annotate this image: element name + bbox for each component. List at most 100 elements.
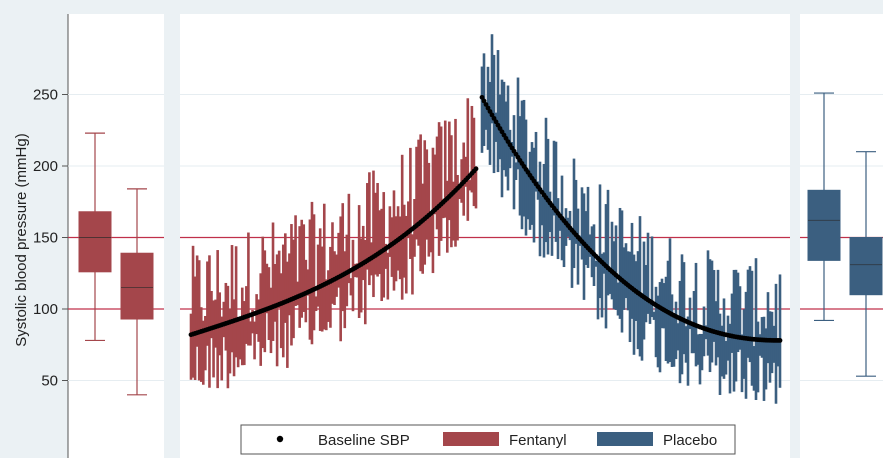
range-bar-placebo [496,50,500,173]
range-bar-placebo [540,195,544,226]
range-bar-placebo [588,234,592,257]
range-bar-placebo [694,262,698,367]
range-bar-fentanyl [271,222,275,341]
range-bar-fentanyl [351,239,355,312]
range-bar-fentanyl [423,140,427,265]
range-bar-placebo [620,210,624,333]
range-bar-placebo [614,225,618,310]
range-bar-placebo [480,66,484,153]
range-bar-placebo [524,119,528,236]
range-bar-placebo [580,187,584,260]
range-bar-placebo [584,211,588,265]
range-bar-placebo [574,179,578,244]
range-bar-placebo [680,254,684,375]
range-bar-fentanyl [189,313,193,380]
range-bar-fentanyl [251,309,254,334]
range-bar-fentanyl [415,146,418,240]
range-bar-fentanyl [316,244,320,307]
range-bar-fentanyl [193,276,197,381]
range-bar-placebo [558,216,562,231]
range-bar-fentanyl [199,307,203,382]
baseline-dot [485,105,491,111]
range-bar-fentanyl [226,285,230,389]
range-bar-fentanyl [249,321,252,346]
box-plot-left-1 [78,132,112,342]
legend-placebo-swatch [597,432,653,446]
range-bar-fentanyl [337,232,340,288]
range-bar-placebo [530,142,534,225]
range-bar-placebo [746,269,750,358]
range-bar-placebo [750,270,754,386]
range-bar-placebo [662,283,666,329]
range-bar-fentanyl [253,321,256,360]
range-bar-fentanyl [468,180,472,191]
baseline-dot [479,94,485,100]
range-bar-fentanyl [474,166,478,209]
range-bar-placebo [752,346,756,391]
range-bar-fentanyl [243,301,246,366]
range-bar-fentanyl [380,208,383,302]
legend: Baseline SBP Fentanyl Placebo [240,424,736,455]
range-bar-fentanyl [398,216,402,280]
range-bar-fentanyl [277,250,281,309]
range-bar-placebo [562,222,566,268]
legend-fentanyl-swatch [443,432,499,446]
range-bar-fentanyl [439,126,443,241]
range-bar-placebo [484,102,488,130]
range-bar-placebo [712,270,716,342]
range-bar-fentanyl [335,254,338,297]
range-bar-placebo [772,325,776,363]
range-bar-fentanyl [228,308,232,374]
range-bar-fentanyl [206,261,209,346]
range-bar-placebo [740,334,744,393]
range-bar-fentanyl [425,149,429,240]
range-bar-placebo [534,131,538,192]
baseline-dot [473,166,479,172]
range-bar-placebo [608,270,612,294]
range-bar-placebo [624,243,628,299]
range-bar-fentanyl [294,215,297,306]
range-bar-fentanyl [224,282,228,351]
range-bar-fentanyl [407,201,410,238]
range-bar-fentanyl [349,278,353,296]
range-bar-placebo [690,322,694,354]
range-bar-fentanyl [376,183,379,277]
range-bar-fentanyl [279,273,283,349]
box-iqr [120,252,154,320]
range-bar-placebo [724,341,728,375]
range-bar-placebo [636,251,640,350]
range-bar-fentanyl [353,263,357,278]
range-bar-fentanyl [366,183,369,270]
range-bar-fentanyl [378,210,381,275]
range-bar-fentanyl [448,121,451,221]
range-bar-fentanyl [220,316,224,381]
range-bar-fentanyl [472,117,476,207]
range-bar-fentanyl [357,205,361,319]
range-bar-placebo [672,315,676,367]
range-bar-placebo [702,306,706,357]
range-bar-placebo [516,77,520,170]
legend-baseline-label: Baseline SBP [318,432,410,449]
range-bar-placebo [570,229,574,288]
range-bar-fentanyl [400,154,404,300]
range-bar-placebo [616,282,620,316]
range-bar-placebo [618,207,622,319]
range-bar-fentanyl [230,245,234,353]
range-bar-placebo [652,311,656,320]
range-bar-placebo [660,278,664,329]
range-bar-fentanyl [443,120,447,218]
range-bar-fentanyl [288,253,291,316]
legend-fentanyl-label: Fentanyl [509,432,567,449]
range-bar-placebo [532,147,536,243]
range-bar-fentanyl [314,296,318,312]
range-bar-placebo [548,191,552,233]
y-tick-label: 200 [33,158,58,175]
baseline-dots [188,94,783,343]
range-bar-fentanyl [290,224,293,346]
range-bar-placebo [598,184,602,299]
range-bar-placebo [734,269,738,382]
range-bar-fentanyl [421,183,424,274]
range-bar-fentanyl [318,228,322,331]
range-bar-fentanyl [240,287,244,366]
range-bar-placebo [676,323,680,351]
